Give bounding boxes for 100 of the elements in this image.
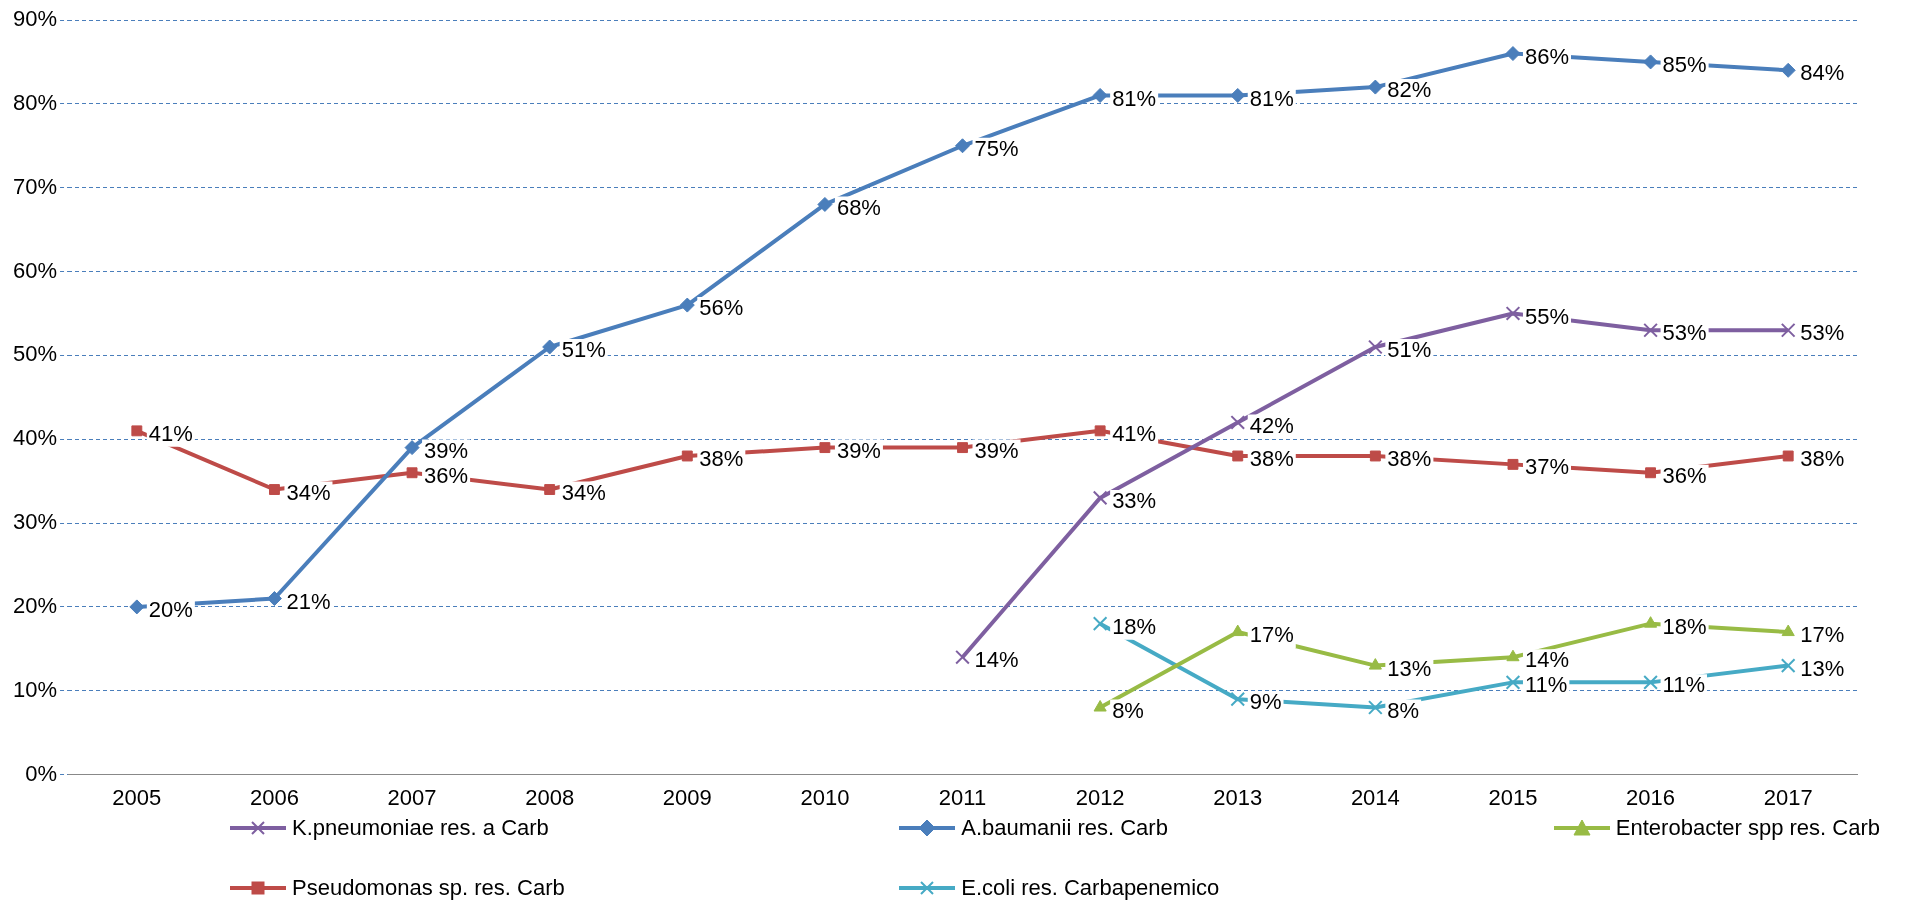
x-tick-label: 2009 (662, 784, 712, 810)
data-label: 81% (1112, 85, 1157, 111)
point (1506, 649, 1520, 662)
data-label: 38% (1800, 446, 1845, 472)
point (955, 649, 970, 665)
x-tick-label: 2011 (938, 784, 987, 810)
x-tick-label: 2012 (1075, 784, 1125, 810)
point (1231, 624, 1245, 637)
legend-label: Pseudomonas sp. res. Carb (292, 875, 565, 901)
point (681, 450, 693, 462)
y-tick-label: 40% (12, 425, 58, 451)
point (817, 196, 833, 212)
point (1092, 616, 1108, 632)
y-tick-label: 0% (25, 760, 58, 786)
data-label: 21% (286, 588, 331, 614)
data-label: 18% (1112, 613, 1157, 639)
data-label: 8% (1387, 697, 1420, 723)
data-label: 55% (1524, 303, 1570, 329)
point (406, 467, 418, 479)
y-tick-label: 80% (12, 89, 58, 115)
data-label: 36% (424, 462, 469, 488)
data-label: 39% (836, 437, 881, 463)
data-label: 20% (148, 596, 193, 622)
point (1781, 624, 1795, 637)
data-label: 42% (1249, 412, 1294, 438)
point (1780, 658, 1796, 673)
data-label: 8% (1112, 697, 1144, 723)
data-label: 17% (1249, 622, 1294, 648)
point (1505, 306, 1521, 321)
x-tick-label: 2017 (1763, 784, 1813, 810)
data-label: 14% (974, 647, 1019, 673)
data-label: 81% (1249, 85, 1294, 111)
data-label: 38% (1249, 446, 1294, 472)
point (1094, 425, 1106, 437)
point (679, 297, 695, 313)
point (266, 591, 282, 607)
data-label: 51% (1387, 337, 1432, 363)
data-label: 82% (1387, 77, 1432, 103)
point (1230, 691, 1246, 707)
x-tick-label: 2005 (112, 784, 162, 810)
point (1645, 467, 1657, 479)
data-label: 39% (424, 437, 469, 463)
x-tick-label: 2013 (1213, 784, 1263, 810)
point (1643, 54, 1659, 70)
data-label: 11% (1524, 672, 1568, 698)
point (1644, 616, 1658, 628)
y-tick-label: 30% (12, 509, 58, 535)
point (1643, 675, 1658, 690)
data-label: 18% (1662, 613, 1707, 639)
data-label: 86% (1524, 43, 1570, 69)
data-label: 13% (1387, 655, 1432, 681)
data-label: 37% (1524, 454, 1570, 480)
data-label: 13% (1800, 655, 1845, 681)
data-label: 39% (974, 437, 1019, 463)
data-label: 17% (1800, 622, 1845, 648)
point (1367, 79, 1383, 95)
data-label: 41% (148, 420, 193, 446)
point (1505, 46, 1521, 62)
data-label: 11% (1662, 672, 1705, 698)
point (544, 484, 556, 495)
data-label: 36% (1662, 462, 1707, 488)
data-label: 53% (1662, 320, 1707, 346)
data-label: 14% (1524, 647, 1570, 673)
point (1367, 339, 1383, 355)
legend-label: A.baumanii res. Carb (961, 815, 1168, 841)
point (1230, 87, 1246, 103)
y-tick-label: 70% (12, 173, 58, 199)
point (1092, 87, 1108, 103)
data-label: 34% (561, 479, 606, 505)
data-label: 38% (1387, 446, 1432, 472)
point (1782, 450, 1794, 462)
data-label: 75% (974, 135, 1019, 161)
data-label: 38% (699, 446, 744, 472)
point (269, 484, 280, 495)
data-label: 68% (836, 194, 881, 220)
point (1232, 450, 1244, 462)
y-tick-label: 20% (12, 592, 58, 618)
y-tick-label: 90% (12, 6, 58, 32)
x-tick-label: 2006 (249, 784, 299, 810)
point (1780, 322, 1796, 338)
x-tick-label: 2014 (1350, 784, 1400, 810)
x-tick-label: 2007 (387, 784, 437, 810)
point (1643, 322, 1658, 338)
point (1780, 62, 1796, 78)
point (957, 442, 968, 454)
x-tick-label: 2016 (1626, 784, 1676, 810)
point (1230, 415, 1246, 430)
point (129, 599, 145, 615)
point (1093, 700, 1107, 712)
point (1092, 490, 1108, 506)
legend-label: K.pneumoniae res. a Carb (292, 815, 549, 841)
point (404, 440, 420, 456)
data-label: 56% (699, 295, 744, 321)
point (542, 339, 558, 355)
point (1505, 675, 1521, 690)
data-label: 41% (1112, 420, 1157, 446)
x-tick-label: 2015 (1488, 784, 1538, 810)
data-label: 51% (561, 337, 606, 363)
point (1507, 458, 1519, 470)
data-label: 33% (1112, 487, 1157, 513)
